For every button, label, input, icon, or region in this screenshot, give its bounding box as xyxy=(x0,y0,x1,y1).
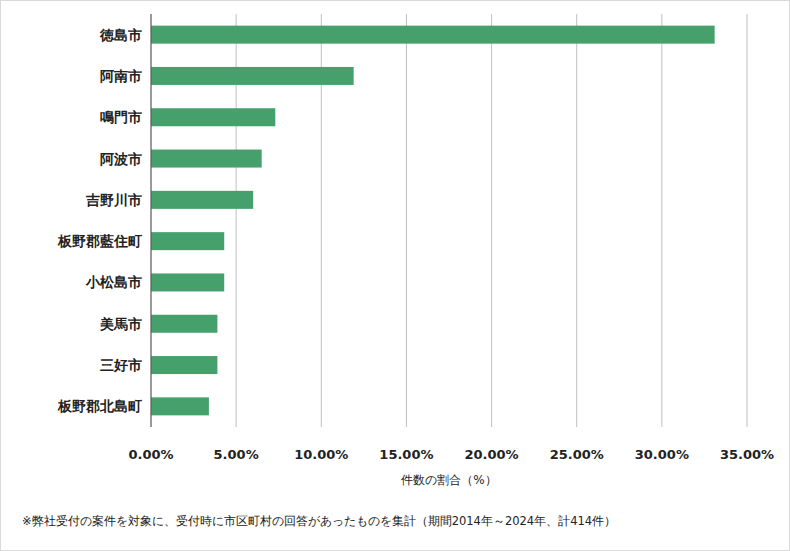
grid-line xyxy=(491,14,492,427)
bars xyxy=(151,26,715,416)
chart-frame xyxy=(1,1,790,551)
x-tick-label: 30.00% xyxy=(635,447,689,462)
y-tick-label: 板野郡北島町 xyxy=(57,398,142,414)
chart-svg: 0.00% 5.00% 10.00% 15.00% 20.00% 25.00% 30.00%… xyxy=(0,0,790,551)
x-tick-label: 25.00% xyxy=(550,447,604,462)
x-tick-label: 5.00% xyxy=(214,447,259,462)
y-axis-line xyxy=(151,14,152,427)
y-tick-label: 三好市 xyxy=(100,357,142,373)
x-tick-label: 20.00% xyxy=(464,447,518,462)
bar xyxy=(151,67,354,85)
y-tick-label: 阿南市 xyxy=(100,68,142,84)
y-tick-label: 徳島市 xyxy=(99,27,142,43)
bar xyxy=(151,273,224,291)
bar xyxy=(151,397,209,415)
bar xyxy=(151,232,224,250)
y-tick-label: 阿波市 xyxy=(100,151,142,167)
y-tick-label: 鳴門市 xyxy=(100,109,142,125)
y-tick-label: 板野郡藍住町 xyxy=(57,233,142,249)
bar xyxy=(151,150,262,168)
bar xyxy=(151,356,217,374)
x-tick-label: 0.00% xyxy=(128,447,173,462)
x-tick-label: 10.00% xyxy=(294,447,348,462)
bar xyxy=(151,191,253,209)
x-axis-label: 件数の割合（%） xyxy=(401,473,496,487)
x-tick-label: 35.00% xyxy=(720,447,774,462)
grid-line xyxy=(576,14,577,427)
bar xyxy=(151,108,275,126)
y-tick-label: 美馬市 xyxy=(99,316,142,332)
y-tick-label: 吉野川市 xyxy=(85,192,142,208)
grid-line xyxy=(406,14,407,427)
bar xyxy=(151,315,217,333)
bar xyxy=(151,26,715,44)
x-tick-label: 15.00% xyxy=(379,447,433,462)
chart-container: 0.00% 5.00% 10.00% 15.00% 20.00% 25.00% 30.00%… xyxy=(0,0,790,551)
y-tick-label: 小松島市 xyxy=(85,274,142,290)
grid xyxy=(151,14,747,427)
grid-line xyxy=(661,14,662,427)
footnote: ※弊社受付の案件を対象に、受付時に市区町村の回答があったものを集計（期間2014… xyxy=(22,514,616,528)
grid-line xyxy=(151,14,152,427)
grid-line xyxy=(747,14,748,427)
